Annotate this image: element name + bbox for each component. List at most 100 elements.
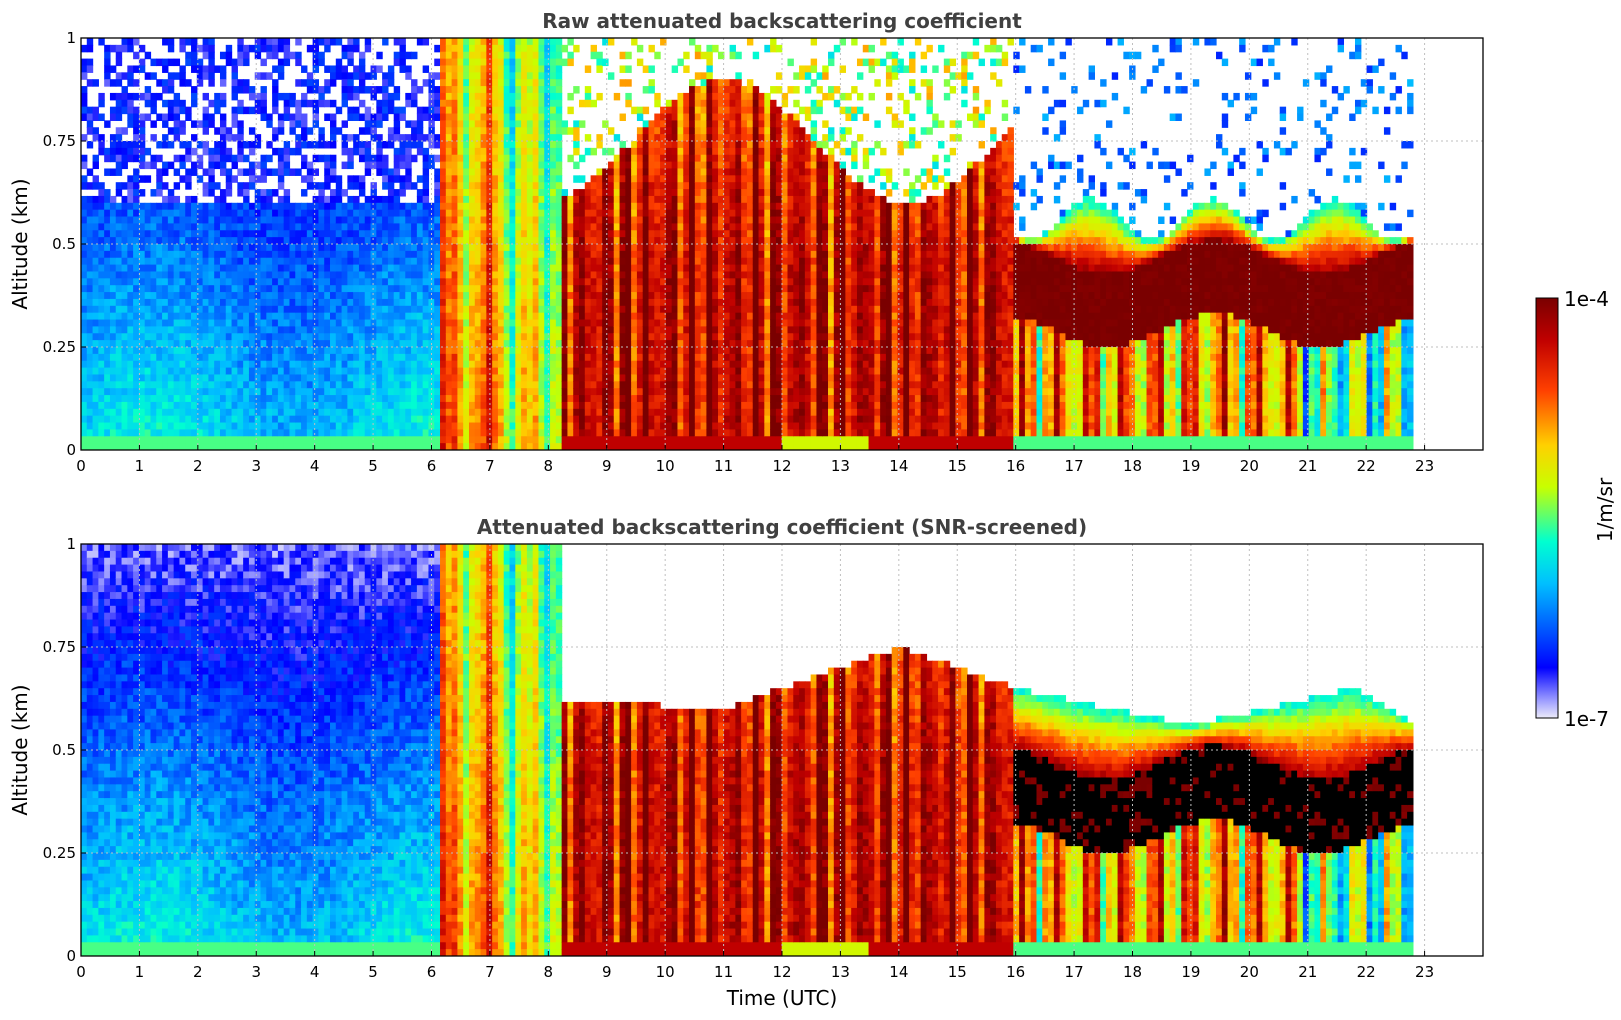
- heatmap-cell: [411, 333, 418, 341]
- heatmap-cell: [474, 319, 482, 327]
- heatmap-cell: [561, 367, 569, 376]
- heatmap-cell: [289, 127, 296, 135]
- heatmap-cell: [277, 230, 285, 238]
- heatmap-cell: [237, 333, 244, 341]
- heatmap-cell: [341, 285, 348, 293]
- heatmap-cell: [497, 381, 505, 389]
- heatmap-cell: [579, 99, 586, 108]
- heatmap-cell: [602, 312, 609, 321]
- heatmap-cell: [237, 134, 244, 142]
- heatmap-cell: [631, 38, 638, 46]
- heatmap-cell: [550, 285, 557, 293]
- heatmap-cell: [115, 209, 123, 218]
- heatmap-cell: [173, 237, 181, 245]
- heatmap-cell: [399, 58, 406, 67]
- heatmap-cell: [162, 360, 169, 369]
- heatmap-cell: [590, 230, 597, 238]
- heatmap-cell: [260, 168, 267, 176]
- heatmap-cell: [318, 58, 325, 67]
- heatmap-cell: [109, 264, 117, 273]
- heatmap-cell: [596, 216, 603, 224]
- heatmap-cell: [81, 422, 88, 430]
- heatmap-cell: [411, 99, 418, 108]
- heatmap-cell: [266, 319, 273, 327]
- heatmap-cell: [538, 72, 545, 80]
- heatmap-cell: [225, 244, 233, 252]
- heatmap-cell: [196, 401, 204, 410]
- heatmap-cell: [98, 195, 105, 204]
- heatmap-cell: [602, 216, 609, 224]
- heatmap-cell: [561, 340, 569, 348]
- heatmap-cell: [550, 401, 557, 410]
- heatmap-cell: [521, 298, 528, 307]
- heatmap-cell: [353, 422, 360, 430]
- heatmap-cell: [509, 65, 516, 73]
- heatmap-cell: [109, 113, 117, 121]
- heatmap-cell: [173, 244, 181, 252]
- heatmap-cell: [434, 292, 441, 300]
- heatmap-cell: [127, 141, 134, 149]
- heatmap-cell: [243, 168, 250, 176]
- heatmap-cell: [191, 257, 198, 266]
- heatmap-cell: [162, 141, 169, 149]
- heatmap-cell: [115, 216, 123, 224]
- heatmap-cell: [486, 51, 493, 60]
- heatmap-cell: [440, 340, 447, 348]
- heatmap-cell: [497, 422, 505, 430]
- heatmap-cell: [503, 92, 511, 101]
- heatmap-cell: [167, 415, 175, 424]
- heatmap-cell: [248, 319, 256, 327]
- heatmap-cell: [405, 374, 412, 382]
- heatmap-cell: [347, 388, 354, 396]
- heatmap-cell: [330, 79, 337, 87]
- heatmap-cell: [457, 216, 464, 224]
- heatmap-cell: [191, 326, 198, 334]
- heatmap-cell: [422, 168, 430, 176]
- heatmap-cell: [358, 154, 366, 163]
- heatmap-cell: [191, 202, 198, 211]
- heatmap-cell: [631, 271, 638, 279]
- heatmap-cell: [196, 202, 204, 211]
- heatmap-cell: [202, 443, 209, 450]
- heatmap-cell: [86, 216, 94, 224]
- heatmap-cell: [526, 415, 534, 424]
- heatmap-cell: [376, 250, 383, 259]
- heatmap-cell: [382, 353, 389, 362]
- heatmap-cell: [509, 134, 516, 142]
- heatmap-cell: [538, 237, 545, 245]
- heatmap-cell: [434, 415, 441, 424]
- heatmap-cell: [457, 51, 464, 60]
- heatmap-cell: [544, 113, 551, 121]
- heatmap-cell: [202, 305, 209, 314]
- heatmap-cell: [590, 340, 597, 348]
- heatmap-cell: [613, 298, 621, 307]
- heatmap-cell: [613, 319, 621, 327]
- heatmap-cell: [468, 147, 476, 156]
- heatmap-cell: [631, 312, 638, 321]
- heatmap-cell: [121, 141, 128, 149]
- heatmap-cell: [364, 347, 372, 355]
- heatmap-cell: [301, 278, 308, 286]
- heatmap-cell: [607, 38, 615, 46]
- heatmap-cell: [619, 168, 626, 176]
- heatmap-cell: [301, 230, 308, 238]
- heatmap-cell: [133, 51, 140, 60]
- heatmap-cell: [138, 401, 146, 410]
- heatmap-cell: [306, 202, 314, 211]
- heatmap-cell: [463, 340, 470, 348]
- heatmap-cell: [596, 237, 603, 245]
- heatmap-cell: [330, 312, 337, 321]
- heatmap-cell: [526, 436, 534, 444]
- heatmap-cell: [92, 278, 99, 286]
- heatmap-cell: [219, 72, 227, 80]
- heatmap-cell: [301, 436, 308, 444]
- heatmap-cell: [440, 106, 447, 115]
- heatmap-cell: [115, 250, 123, 259]
- heatmap-cell: [121, 381, 128, 389]
- heatmap-cell: [312, 237, 320, 245]
- heatmap-cell: [225, 154, 233, 163]
- heatmap-cell: [121, 422, 128, 430]
- heatmap-cell: [440, 312, 447, 321]
- heatmap-cell: [225, 182, 233, 190]
